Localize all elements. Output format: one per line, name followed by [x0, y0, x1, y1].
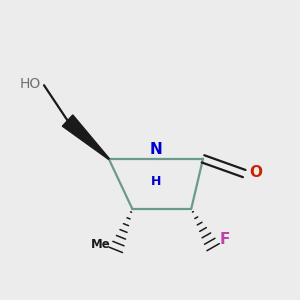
Text: O: O — [250, 165, 262, 180]
Text: N: N — [149, 142, 162, 158]
Text: HO: HO — [20, 77, 41, 91]
Text: H: H — [151, 175, 161, 188]
Polygon shape — [62, 115, 109, 159]
Text: Me: Me — [91, 238, 110, 251]
Text: F: F — [219, 232, 230, 247]
